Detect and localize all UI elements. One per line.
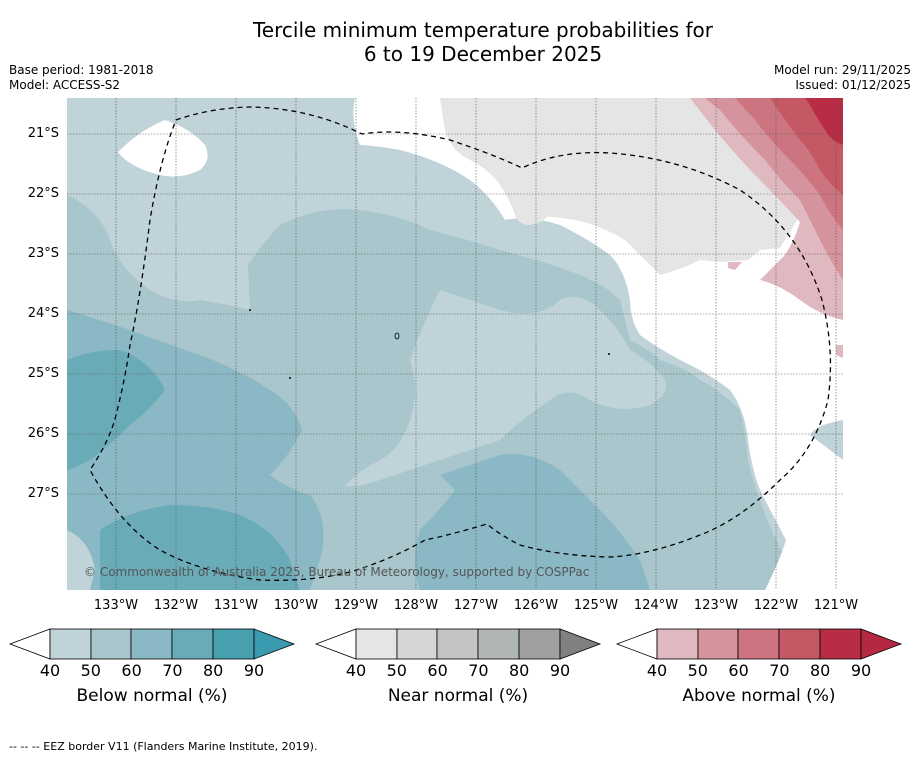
colorbars xyxy=(8,628,903,660)
colorbar-near-bin-3 xyxy=(436,628,479,660)
colorbar-near-bin-5 xyxy=(518,628,561,660)
colorbar-tick: 70 xyxy=(468,661,489,680)
latitude-label: 23°S xyxy=(27,246,59,261)
below-40-inner-patch xyxy=(345,290,666,487)
colorbar-above xyxy=(615,628,903,660)
colorbar-tick: 70 xyxy=(769,661,790,680)
above-patch-small xyxy=(728,262,742,270)
colorbar-below-extend-low xyxy=(8,628,51,660)
colorbar-below-bin-3 xyxy=(130,628,173,660)
colorbar-tick: 60 xyxy=(121,661,142,680)
longitude-label: 128°W xyxy=(393,598,439,613)
island-pitcairn xyxy=(394,332,400,340)
longitude-label: 131°W xyxy=(213,598,259,613)
colorbar-above-bin-3 xyxy=(737,628,780,660)
colorbar-tick: 80 xyxy=(509,661,530,680)
colorbar-tick: 70 xyxy=(162,661,183,680)
longitude-label: 121°W xyxy=(813,598,859,613)
map-title-line1: Tercile minimum temperature probabilitie… xyxy=(252,18,714,42)
colorbar-above-bin-1 xyxy=(656,628,699,660)
meta-right: Model run: 29/11/2025 Issued: 01/12/2025 xyxy=(774,63,911,93)
colorbar-above-bin-4 xyxy=(778,628,821,660)
colorbar-tick: 60 xyxy=(728,661,749,680)
longitude-label: 125°W xyxy=(573,598,619,613)
above-patch-east xyxy=(836,345,843,358)
below-40-sw-patch xyxy=(67,530,95,590)
longitude-label: 133°W xyxy=(93,598,139,613)
colorbar-tick: 40 xyxy=(646,661,668,680)
colorbar-near-bin-4 xyxy=(477,628,520,660)
copyright-notice: © Commonwealth of Australia 2025, Bureau… xyxy=(84,565,590,579)
above-80-region xyxy=(805,98,843,145)
model-run: Model run: 29/11/2025 xyxy=(773,63,911,77)
island-1 xyxy=(249,309,251,311)
longitude-label: 129°W xyxy=(333,598,379,613)
model-name: Model: ACCESS-S2 xyxy=(9,78,121,92)
latitude-label: 26°S xyxy=(27,426,59,441)
longitude-label: 132°W xyxy=(153,598,199,613)
colorbar-tick: 80 xyxy=(810,661,831,680)
colorbar-near-extend-high xyxy=(559,628,602,660)
longitude-label: 122°W xyxy=(753,598,799,613)
latitude-label: 27°S xyxy=(27,486,59,501)
colorbar-tick: 90 xyxy=(850,661,872,680)
latitude-label: 22°S xyxy=(27,186,59,201)
latitude-label: 25°S xyxy=(27,366,59,381)
colorbar-above-extend-high xyxy=(860,628,903,660)
longitude-label: 124°W xyxy=(633,598,679,613)
latitude-label: 21°S xyxy=(27,126,59,141)
colorbar-tick: 90 xyxy=(243,661,265,680)
map-title: Tercile minimum temperature probabilitie… xyxy=(0,18,919,66)
colorbar-tick: 50 xyxy=(687,661,708,680)
colorbar-below xyxy=(8,628,296,660)
near-normal-40-region xyxy=(440,98,800,275)
below-70-region-south xyxy=(100,505,300,590)
island-2 xyxy=(289,377,291,379)
colorbar-below-bin-2 xyxy=(90,628,132,660)
base-period: Base period: 1981-2018 xyxy=(9,63,154,77)
issued-date: Issued: 01/12/2025 xyxy=(795,78,911,92)
colorbar-above-bin-2 xyxy=(697,628,739,660)
probability-field xyxy=(67,98,843,590)
colorbar-near-bin-2 xyxy=(396,628,438,660)
map-canvas xyxy=(67,98,843,590)
longitude-label: 123°W xyxy=(693,598,739,613)
colorbar-tick: 40 xyxy=(345,661,367,680)
colorbar-above-bin-5 xyxy=(819,628,862,660)
colorbar-below-bin-5 xyxy=(212,628,255,660)
colorbar-tick: 80 xyxy=(203,661,224,680)
colorbar-near-extend-low xyxy=(314,628,357,660)
colorbar-below-bin-4 xyxy=(171,628,214,660)
colorbar-label: Below normal (%) xyxy=(76,686,228,706)
colorbar-below-bin-1 xyxy=(49,628,92,660)
longitude-label: 130°W xyxy=(273,598,319,613)
grey-patch-small xyxy=(515,208,550,225)
eez-border xyxy=(89,106,832,581)
gridlines xyxy=(67,98,843,590)
colorbar-tick: 50 xyxy=(386,661,407,680)
meta-left: Base period: 1981-2018 Model: ACCESS-S2 xyxy=(9,63,154,93)
colorbar-near xyxy=(314,628,602,660)
colorbar-tick: 40 xyxy=(39,661,61,680)
map-title-line2: 6 to 19 December 2025 xyxy=(363,42,603,66)
latitude-label: 24°S xyxy=(27,306,59,321)
island-3 xyxy=(608,353,610,355)
eez-legend-footer: -- -- -- EEZ border V11 (Flanders Marine… xyxy=(9,740,318,753)
colorbar-label: Near normal (%) xyxy=(387,686,529,706)
longitude-label: 126°W xyxy=(513,598,559,613)
colorbar-tick: 50 xyxy=(80,661,101,680)
colorbar-label: Above normal (%) xyxy=(682,686,836,706)
colorbar-above-extend-low xyxy=(615,628,658,660)
colorbar-near-bin-1 xyxy=(355,628,398,660)
colorbar-below-extend-high xyxy=(253,628,296,660)
colorbar-tick: 90 xyxy=(549,661,571,680)
colorbar-tick: 60 xyxy=(427,661,448,680)
longitude-label: 127°W xyxy=(453,598,499,613)
